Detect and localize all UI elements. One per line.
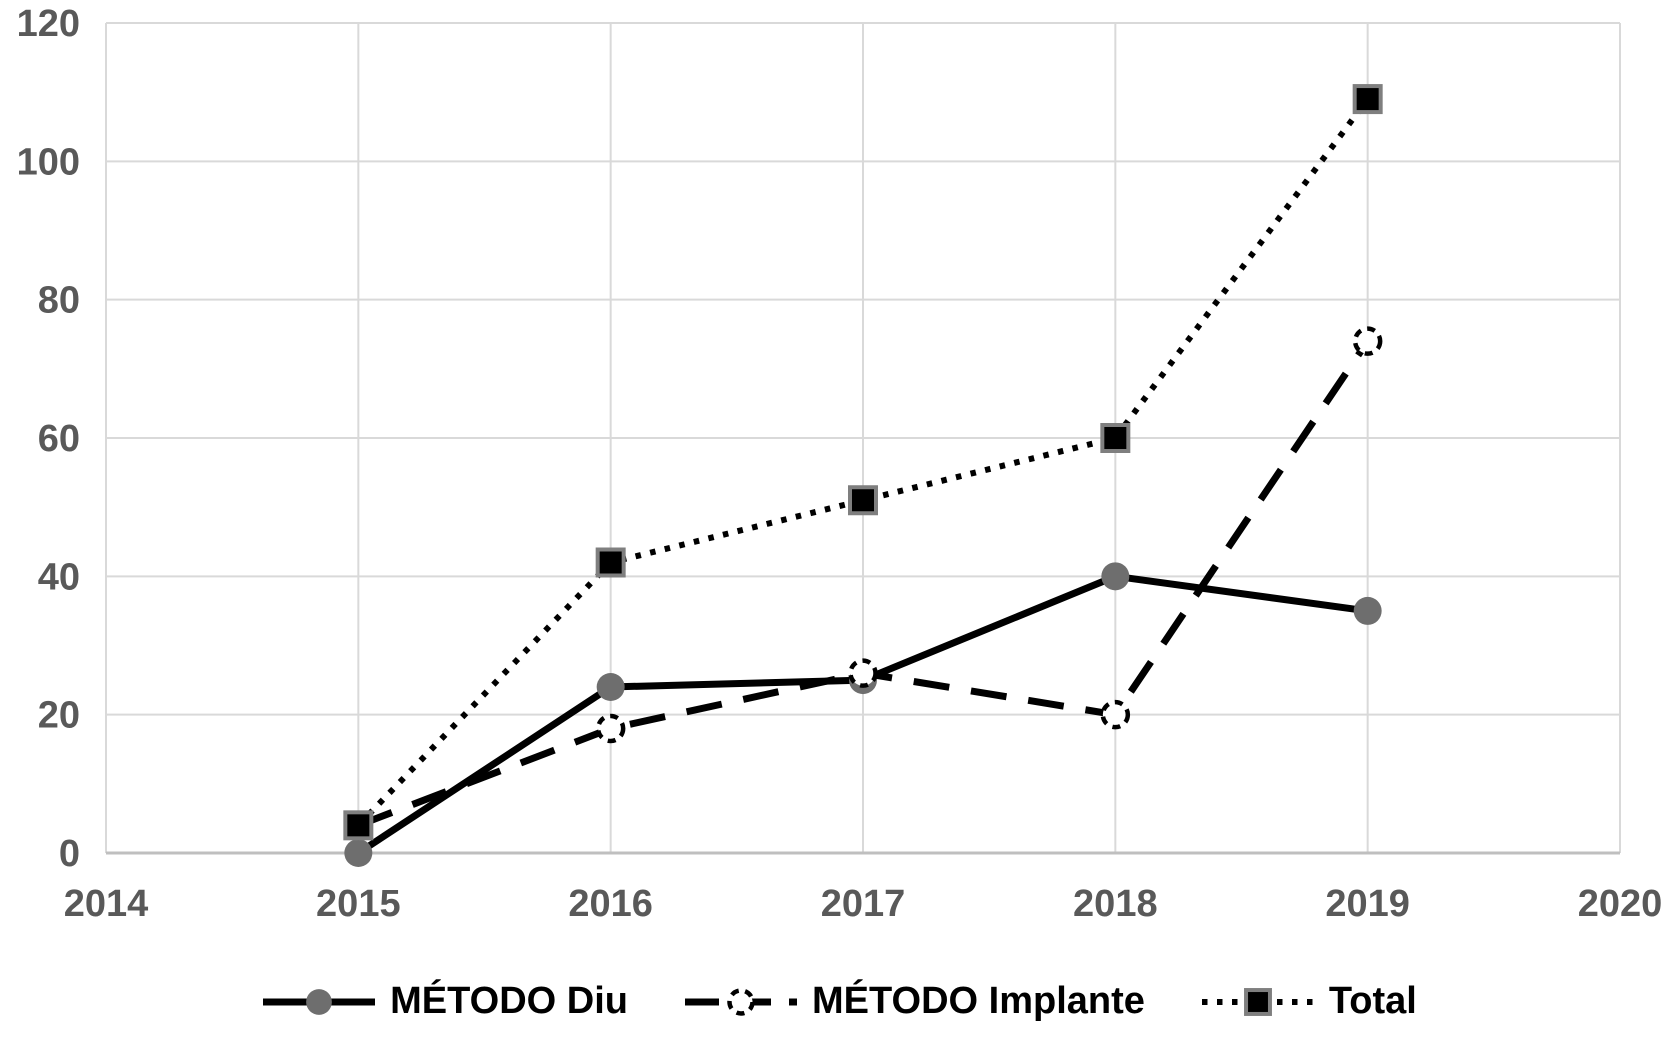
legend-marker-metodo-implante-icon (685, 987, 797, 1016)
legend-marker-total-icon (1201, 987, 1314, 1016)
svg-text:80: 80 (38, 280, 80, 322)
svg-text:2020: 2020 (1578, 883, 1663, 925)
svg-text:100: 100 (17, 141, 80, 183)
svg-text:2014: 2014 (64, 883, 149, 925)
svg-text:2015: 2015 (316, 883, 401, 925)
legend-marker-metodo-diu-icon (263, 988, 376, 1015)
svg-text:20: 20 (38, 695, 80, 737)
svg-text:2018: 2018 (1073, 883, 1158, 925)
svg-text:2019: 2019 (1325, 883, 1410, 925)
legend-label-metodo-diu: MÉTODO Diu (390, 980, 628, 1022)
legend-item-metodo-diu: MÉTODO Diu (260, 980, 628, 1023)
chart-legend: MÉTODO Diu MÉTODO Implante Total (0, 980, 1677, 1023)
svg-text:2017: 2017 (821, 883, 906, 925)
svg-text:40: 40 (38, 556, 80, 598)
svg-text:60: 60 (38, 418, 80, 460)
svg-text:120: 120 (17, 3, 80, 45)
legend-item-total: Total (1199, 980, 1417, 1023)
legend-label-total: Total (1328, 980, 1417, 1022)
legend-label-metodo-implante: MÉTODO Implante (812, 980, 1145, 1022)
legend-item-metodo-implante: MÉTODO Implante (682, 980, 1145, 1023)
svg-text:2016: 2016 (568, 883, 653, 925)
svg-text:0: 0 (59, 833, 80, 875)
